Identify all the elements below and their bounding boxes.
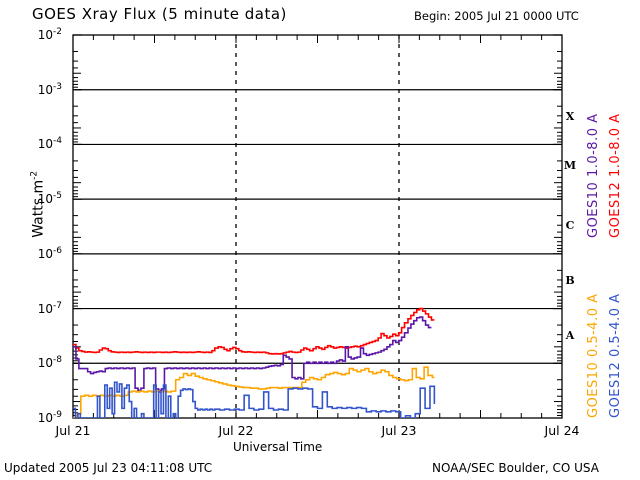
y-tick-mantissa: 10 bbox=[37, 301, 54, 316]
begin-time-label: Begin: 2005 Jul 21 0000 UTC bbox=[414, 9, 579, 23]
y-tick-mantissa: 10 bbox=[37, 137, 54, 152]
y-tick-exponent: -5 bbox=[53, 191, 62, 202]
series-2 bbox=[73, 366, 435, 418]
y-tick-label: 10-6 bbox=[20, 246, 62, 261]
series-1 bbox=[73, 316, 432, 392]
y-tick-exponent: -4 bbox=[53, 136, 62, 147]
y-tick-mantissa: 10 bbox=[37, 246, 54, 261]
y-tick-exponent: -2 bbox=[53, 27, 62, 37]
y-tick-label: 10-7 bbox=[20, 301, 62, 316]
y-tick-exponent: -9 bbox=[53, 410, 62, 420]
page-title: GOES Xray Flux (5 minute data) bbox=[32, 5, 287, 23]
y-tick-exponent: -6 bbox=[53, 245, 62, 256]
updated-timestamp: Updated 2005 Jul 23 04:11:08 UTC bbox=[4, 461, 213, 475]
x-tick-label: Jul 22 bbox=[218, 423, 254, 438]
data-source-label: NOAA/SEC Boulder, CO USA bbox=[432, 461, 599, 475]
y-tick-label: 10-8 bbox=[20, 355, 62, 370]
legend-item: GOES10 1.0-8.0 A bbox=[586, 113, 601, 238]
legend-item: GOES12 0.5-4.0 A bbox=[608, 293, 623, 418]
series-0 bbox=[73, 307, 435, 355]
y-tick-mantissa: 10 bbox=[37, 192, 54, 207]
y-tick-mantissa: 10 bbox=[37, 356, 54, 371]
x-tick-label: Jul 23 bbox=[381, 423, 417, 438]
y-tick-label: 10-9 bbox=[20, 410, 62, 425]
y-tick-label: 10-5 bbox=[20, 191, 62, 206]
y-tick-exponent: -3 bbox=[53, 81, 62, 92]
flare-class-m: M bbox=[563, 159, 577, 172]
y-tick-label: 10-4 bbox=[20, 136, 62, 151]
x-tick-label: Jul 21 bbox=[55, 423, 91, 438]
flare-class-b: B bbox=[565, 274, 575, 287]
y-axis-title-text: Watts m bbox=[30, 179, 47, 238]
y-tick-label: 10-3 bbox=[20, 82, 62, 97]
legend-item: GOES10 0.5-4.0 A bbox=[586, 293, 601, 418]
y-tick-mantissa: 10 bbox=[37, 411, 54, 425]
x-tick-label: Jul 24 bbox=[544, 423, 580, 438]
y-tick-mantissa: 10 bbox=[37, 82, 54, 97]
x-axis-title: Universal Time bbox=[233, 440, 323, 454]
flare-class-x: X bbox=[565, 110, 575, 123]
y-tick-label: 10-2 bbox=[20, 27, 62, 42]
y-axis-title-exponent: -2 bbox=[29, 170, 40, 180]
flare-class-a: A bbox=[565, 329, 575, 342]
series-3 bbox=[73, 381, 436, 418]
y-tick-exponent: -7 bbox=[53, 300, 62, 311]
y-tick-exponent: -8 bbox=[53, 355, 62, 366]
y-tick-mantissa: 10 bbox=[37, 28, 54, 42]
legend-item: GOES12 1.0-8.0 A bbox=[608, 113, 623, 238]
flare-class-c: C bbox=[565, 219, 575, 232]
